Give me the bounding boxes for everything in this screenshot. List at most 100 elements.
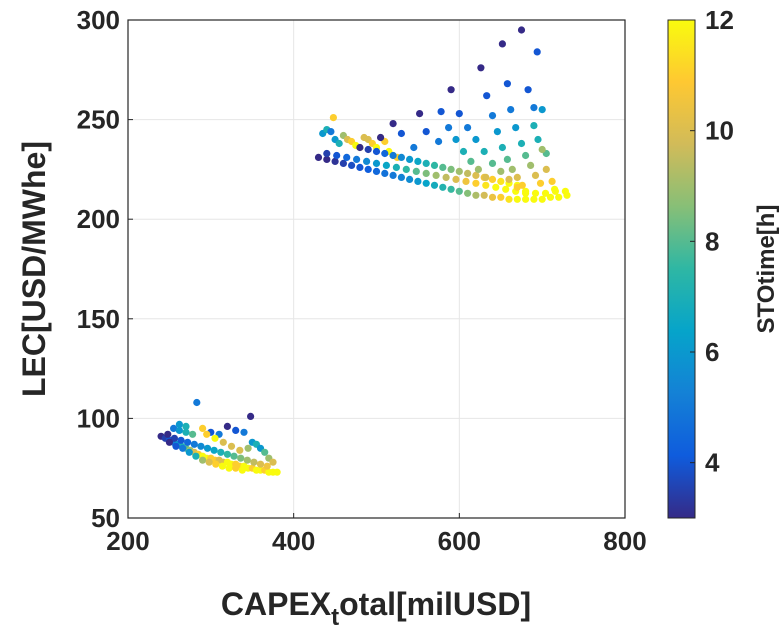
data-point: [488, 175, 497, 183]
plot-frame: [127, 19, 626, 519]
data-point: [223, 450, 231, 458]
colorbar: [667, 19, 696, 519]
data-point: [339, 159, 347, 167]
data-point: [464, 189, 472, 197]
data-point: [389, 151, 397, 160]
data-point: [243, 456, 251, 464]
data-point: [189, 430, 197, 438]
data-point: [505, 175, 513, 183]
data-point: [459, 147, 468, 156]
data-point: [422, 159, 430, 167]
data-point: [548, 177, 556, 185]
data-point: [353, 155, 361, 163]
data-point: [170, 424, 178, 432]
data-point: [382, 161, 390, 169]
data-point: [480, 147, 488, 156]
data-point: [498, 40, 506, 48]
data-point: [447, 165, 455, 173]
data-point: [517, 139, 526, 148]
data-point: [447, 86, 455, 94]
data-point: [217, 448, 225, 456]
data-point: [240, 428, 248, 436]
data-point: [182, 428, 190, 436]
data-point: [534, 135, 542, 144]
data-point: [182, 422, 190, 430]
data-point: [190, 440, 198, 448]
data-point: [472, 135, 480, 144]
data-point: [492, 183, 500, 191]
data-point: [323, 149, 331, 158]
colorbar-tick-label: 4: [705, 448, 720, 478]
data-point: [513, 195, 521, 203]
data-point: [503, 80, 511, 88]
data-point: [422, 169, 430, 177]
data-point: [464, 124, 472, 132]
data-point: [422, 128, 430, 136]
data-point: [439, 163, 447, 171]
data-point: [472, 179, 480, 187]
data-point: [412, 167, 420, 175]
data-point: [219, 438, 227, 446]
data-point: [323, 155, 331, 163]
data-point: [530, 122, 538, 130]
data-point: [488, 193, 497, 201]
data-point: [333, 151, 341, 160]
data-point: [442, 173, 450, 181]
x-tick-labels: 200 400 600 800: [106, 526, 646, 556]
data-point: [225, 464, 233, 472]
data-point: [505, 195, 513, 203]
data-point: [439, 183, 447, 191]
data-point: [530, 104, 538, 112]
data-point: [488, 159, 497, 167]
data-point: [348, 161, 356, 169]
data-point: [497, 167, 505, 175]
data-point: [474, 165, 482, 173]
data-point: [432, 171, 440, 179]
y-tick-label: 100: [77, 403, 120, 433]
data-point: [406, 175, 414, 183]
data-point: [538, 145, 546, 154]
data-point: [530, 195, 538, 203]
data-point: [203, 430, 211, 438]
y-tick-label: 300: [77, 5, 120, 35]
data-point: [218, 462, 226, 470]
data-point: [256, 460, 265, 468]
data-point: [329, 114, 337, 122]
y-tick-label: 150: [77, 304, 120, 334]
data-point: [211, 434, 219, 442]
data-point: [372, 147, 381, 156]
data-point: [472, 191, 480, 199]
data-point: [356, 163, 364, 171]
data-point: [414, 157, 422, 165]
data-point: [555, 193, 563, 201]
x-tick-label: 800: [603, 526, 646, 556]
data-point: [480, 191, 488, 199]
colorbar-tick-label: 8: [705, 226, 719, 256]
data-point: [236, 446, 244, 454]
data-point: [197, 442, 205, 450]
data-point: [343, 153, 351, 161]
y-tick-label: 50: [91, 503, 120, 533]
data-point: [502, 185, 510, 193]
data-point: [364, 145, 372, 154]
data-point: [542, 165, 550, 173]
data-point: [199, 424, 207, 432]
x-tick-label: 600: [438, 526, 481, 556]
data-point: [237, 454, 245, 462]
data-point: [212, 460, 220, 468]
data-point: [462, 177, 470, 185]
data-point: [512, 124, 520, 132]
data-point: [414, 177, 422, 185]
data-point: [263, 462, 271, 470]
data-point: [477, 64, 485, 72]
data-point: [364, 165, 372, 173]
x-tick-label: 200: [106, 526, 149, 556]
data-point: [507, 106, 515, 114]
data-point: [232, 464, 240, 472]
data-point: [372, 159, 381, 167]
x-axis-label: CAPEXtotal[milUSD]: [221, 586, 531, 631]
data-point: [164, 430, 172, 438]
data-point: [402, 165, 410, 173]
data-point: [430, 161, 439, 169]
